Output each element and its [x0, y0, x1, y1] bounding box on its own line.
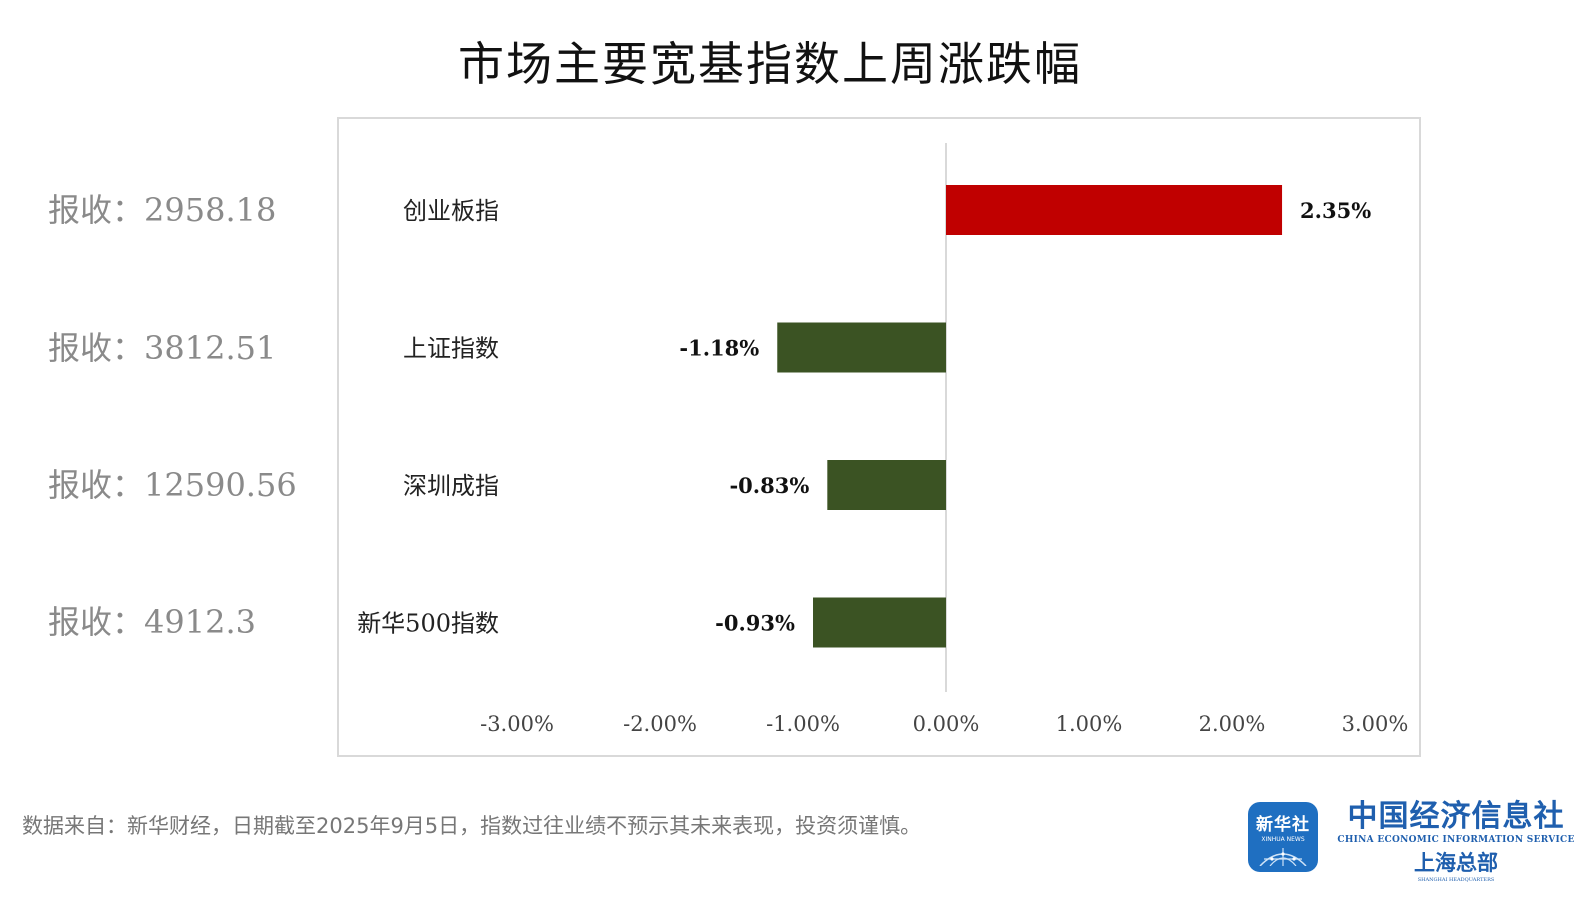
data-label-2: -0.83%: [729, 473, 809, 498]
chart-title: 市场主要宽基指数上周涨跌幅: [458, 37, 1082, 91]
x-tick-label-4: 1.00%: [1056, 712, 1123, 736]
category-label-2: 深圳成指: [403, 472, 499, 500]
close-value-shenzhen: 报收：12590.56: [48, 466, 297, 504]
globe-icon: [1259, 848, 1307, 866]
publisher-name-en: CHINA ECONOMIC INFORMATION SERVICE: [1337, 835, 1575, 845]
close-value-chinext: 报收：2958.18: [48, 191, 277, 229]
data-label-1: -1.18%: [679, 336, 759, 361]
close-value-xinhua500: 报收：4912.3: [48, 603, 256, 641]
publisher-name: 中国经济信息社 CHINA ECONOMIC INFORMATION SERVI…: [1336, 799, 1576, 884]
publisher-logo: 新华社 XINHUA NEWS 中国经济信息社 CHINA ECONOMIC I…: [1248, 800, 1574, 883]
bar-1: [777, 322, 946, 373]
x-tick-label-3: 0.00%: [913, 712, 980, 736]
bar-chart: 创业板指 2.35% 上证指数 -1.18% 深圳成指 -0.83% 新华500指数 -0.9…: [357, 143, 1409, 736]
publisher-name-cn: 中国经济信息社: [1347, 799, 1565, 834]
x-tick-label-1: -2.00%: [623, 712, 697, 736]
x-tick-label-0: -3.00%: [480, 712, 554, 736]
data-label-0: 2.35%: [1300, 198, 1371, 223]
bar-2: [827, 460, 946, 510]
x-tick-label-2: -1.00%: [766, 712, 840, 736]
branch-name-cn: 上海总部: [1414, 850, 1498, 875]
category-label-1: 上证指数: [403, 335, 499, 363]
xinhua-badge: 新华社 XINHUA NEWS: [1248, 802, 1318, 872]
close-value-shanghai: 报收：3812.51: [48, 329, 277, 367]
category-label-0: 创业板指: [403, 197, 499, 225]
bar-0: [946, 185, 1283, 235]
source-note: 数据来自：新华财经，日期截至2025年9月5日，指数过往业绩不预示其未来表现，投…: [22, 814, 922, 838]
data-label-3: -0.93%: [715, 611, 795, 636]
badge-en: XINHUA NEWS: [1261, 836, 1305, 843]
x-tick-label-6: 3.00%: [1342, 712, 1409, 736]
badge-cn: 新华社: [1256, 815, 1310, 835]
x-tick-label-5: 2.00%: [1199, 712, 1266, 736]
category-label-3: 新华500指数: [357, 610, 499, 638]
bar-3: [813, 597, 946, 648]
branch-name-en: SHANGHAI HEADQUARTERS: [1417, 877, 1495, 883]
